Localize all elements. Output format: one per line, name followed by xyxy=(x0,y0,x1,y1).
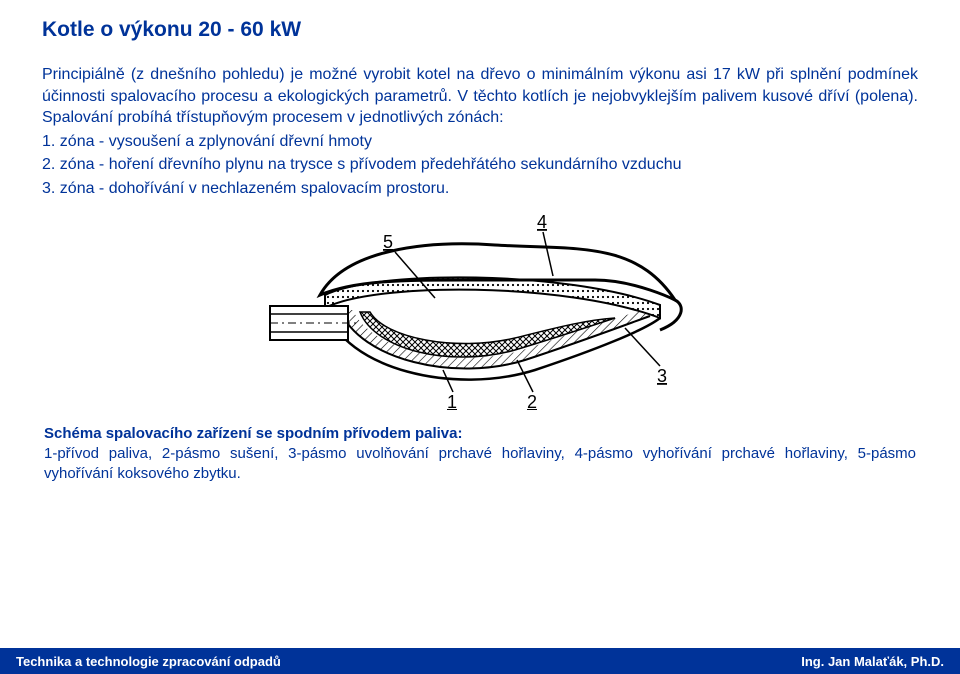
diagram-label-4: 4 xyxy=(537,212,547,232)
caption: Schéma spalovacího zařízení se spodním p… xyxy=(44,424,916,485)
footer-right: Ing. Jan Malaťák, Ph.D. xyxy=(801,654,944,669)
diagram-label-3: 3 xyxy=(657,366,667,386)
footer-left: Technika a technologie zpracování odpadů xyxy=(16,654,281,669)
diagram-label-1: 1 xyxy=(447,392,457,410)
caption-heading: Schéma spalovacího zařízení se spodním p… xyxy=(44,425,462,442)
zone-2: 2. zóna - hoření dřevního plynu na trysc… xyxy=(42,154,918,176)
page-title: Kotle o výkonu 20 - 60 kW xyxy=(42,18,918,42)
intro-paragraph: Principiálně (z dnešního pohledu) je mož… xyxy=(42,64,918,129)
diagram-label-5: 5 xyxy=(383,232,393,252)
footer-bar: Technika a technologie zpracování odpadů… xyxy=(0,648,960,674)
boiler-diagram: 5 4 1 2 3 xyxy=(265,210,695,410)
zone-1: 1. zóna - vysoušení a zplynování dřevní … xyxy=(42,131,918,153)
zone-3: 3. zóna - dohořívání v nechlazeném spalo… xyxy=(42,178,918,200)
diagram-container: 5 4 1 2 3 xyxy=(42,210,918,410)
caption-body: 1-přívod paliva, 2-pásmo sušení, 3-pásmo… xyxy=(44,445,916,482)
diagram-label-2: 2 xyxy=(527,392,537,410)
